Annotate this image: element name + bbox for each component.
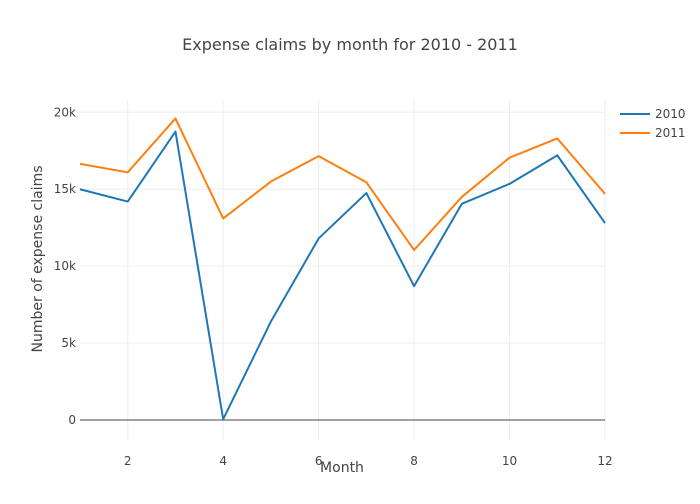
legend[interactable]: 2010 2011 bbox=[620, 107, 686, 140]
x-tick-label: 8 bbox=[410, 454, 418, 468]
chart-title: Expense claims by month for 2010 - 2011 bbox=[182, 35, 518, 54]
x-tick-label: 10 bbox=[502, 454, 517, 468]
series-line-2010 bbox=[79, 130, 606, 421]
y-tick-label: 0 bbox=[68, 413, 76, 427]
y-tick-label: 15k bbox=[54, 182, 76, 196]
series-lines bbox=[79, 117, 606, 421]
legend-label: 2011 bbox=[655, 126, 686, 140]
y-tick-label: 10k bbox=[54, 259, 76, 273]
y-tick-label: 5k bbox=[61, 336, 76, 350]
series-line-2011 bbox=[79, 117, 606, 251]
y-axis-ticks: 0 5k 10k 15k 20k bbox=[54, 105, 76, 427]
legend-item-2010[interactable]: 2010 bbox=[620, 107, 686, 121]
legend-label: 2010 bbox=[655, 107, 686, 121]
x-tick-label: 6 bbox=[315, 454, 323, 468]
y-tick-label: 20k bbox=[54, 105, 76, 119]
x-tick-label: 12 bbox=[597, 454, 612, 468]
x-tick-label: 4 bbox=[219, 454, 227, 468]
x-tick-label: 2 bbox=[124, 454, 132, 468]
y-axis-title: Number of expense claims bbox=[30, 165, 46, 352]
x-axis-title: Month bbox=[320, 460, 364, 476]
legend-item-2011[interactable]: 2011 bbox=[620, 126, 686, 140]
x-axis-ticks: 2 4 6 8 10 12 bbox=[124, 454, 613, 468]
